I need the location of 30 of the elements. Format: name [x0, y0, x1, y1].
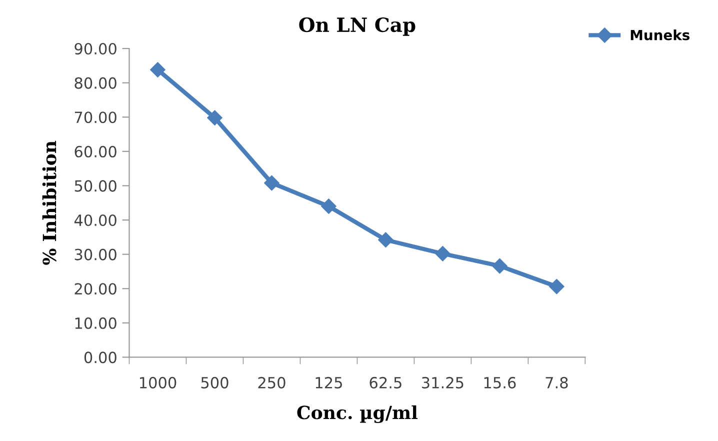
x-tick-label: 125: [316, 376, 342, 388]
y-tick-label: 10.00: [75, 317, 116, 329]
y-tick-label: 50.00: [74, 180, 116, 192]
point: [378, 232, 394, 248]
y-tick-label: 0.00: [84, 352, 116, 364]
point: [150, 62, 166, 78]
point: [264, 175, 280, 191]
point: [321, 198, 336, 214]
x-tick-label: 7.8: [546, 376, 568, 388]
legend-label: Muneks: [630, 30, 690, 40]
y-axis-title: % Inhibition: [42, 140, 56, 265]
x-tick-label: 62.5: [370, 376, 402, 388]
y-tick-label: 30.00: [74, 248, 116, 260]
y-tick-label: 80.00: [74, 77, 116, 89]
y-tick-label: 60.00: [74, 146, 116, 158]
y-tick-label: 40.00: [74, 214, 116, 226]
point: [492, 258, 508, 274]
chart-title: On LN Cap: [299, 17, 416, 36]
point: [435, 246, 450, 262]
y-tick-label: 90.00: [74, 42, 116, 55]
y-tick-label: 70.00: [74, 112, 116, 124]
x-tick-label: 500: [201, 376, 228, 388]
x-tick-label: 31.25: [422, 376, 464, 388]
x-tick-label: 250: [258, 376, 286, 388]
y-tick-label: 20.00: [74, 283, 116, 295]
x-tick-label: 15.6: [484, 376, 516, 388]
point: [549, 278, 564, 294]
x-tick-label: 1000: [140, 376, 176, 388]
point: [207, 110, 222, 126]
x-axis-title: Conc. µg/ml: [297, 405, 418, 424]
